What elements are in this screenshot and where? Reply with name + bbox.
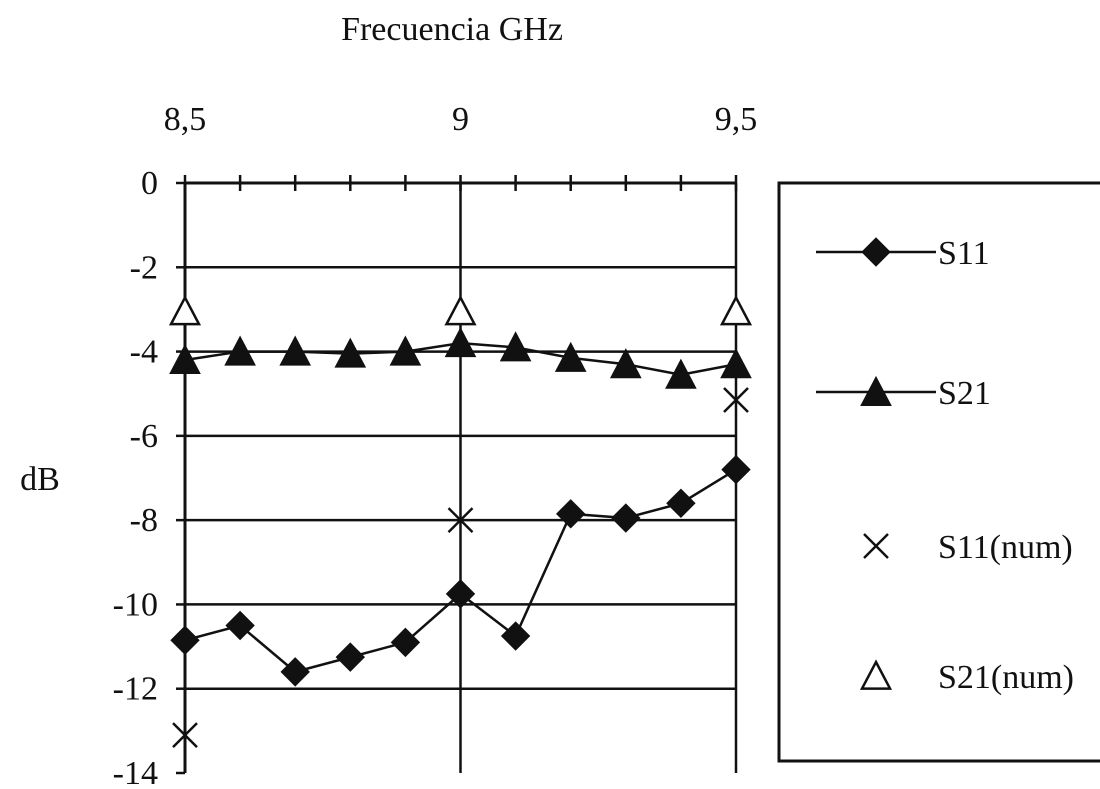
x-tick-label: 9,5 xyxy=(715,101,758,138)
legend-label: S21 xyxy=(938,375,991,412)
series-s21 xyxy=(169,327,752,389)
data-point xyxy=(279,335,312,366)
legend-label: S21(num) xyxy=(938,659,1074,696)
y-tick-label: -4 xyxy=(130,334,158,371)
y-tick-label: -8 xyxy=(130,502,158,539)
data-point xyxy=(719,294,753,326)
data-point xyxy=(334,337,367,368)
data-point xyxy=(666,488,696,518)
series-layer xyxy=(168,294,753,748)
y-tick-label: -10 xyxy=(113,586,158,623)
data-point xyxy=(723,387,749,413)
data-point xyxy=(168,294,202,326)
data-point xyxy=(444,327,477,358)
x-tick-label: 8,5 xyxy=(164,101,207,138)
data-point xyxy=(665,358,697,389)
legend-item: S21 xyxy=(816,375,991,412)
series-s11-num xyxy=(172,387,749,748)
series-s11 xyxy=(170,454,751,687)
data-point xyxy=(445,579,476,609)
y-tick-label: -2 xyxy=(130,249,158,286)
legend-item: S11(num) xyxy=(863,529,1073,566)
legend-label: S11(num) xyxy=(938,529,1073,566)
y-axis-title: dB xyxy=(20,461,60,498)
data-point xyxy=(554,341,587,372)
data-point xyxy=(720,348,752,379)
legend-item: S11 xyxy=(816,235,990,272)
data-point xyxy=(389,335,422,366)
data-point xyxy=(444,294,477,326)
data-point xyxy=(555,499,586,529)
y-tick-label: 0 xyxy=(141,165,158,202)
legend-marker xyxy=(860,375,892,406)
legend-marker xyxy=(859,659,893,690)
data-point xyxy=(447,507,474,534)
legend-item: S21(num) xyxy=(859,659,1074,696)
data-point xyxy=(172,722,198,748)
data-point xyxy=(611,503,641,533)
x-stroke xyxy=(447,507,474,534)
y-tick-label: -12 xyxy=(113,671,158,708)
data-point xyxy=(609,348,642,379)
data-point xyxy=(225,610,255,641)
y-tick-label: -6 xyxy=(130,418,158,455)
data-point xyxy=(169,343,201,374)
legend-box xyxy=(777,181,1100,763)
data-point xyxy=(224,335,256,366)
data-point xyxy=(499,331,532,362)
x-stroke xyxy=(723,387,749,413)
x-stroke xyxy=(863,533,889,559)
data-point xyxy=(170,625,200,655)
legend-marker xyxy=(861,237,891,267)
data-point xyxy=(280,657,310,687)
data-point xyxy=(500,621,531,651)
x-axis-title: Frecuencia GHz xyxy=(341,11,563,48)
ticks: 8,5 9 9,5 0 -2 -4 -6 -8 -10 -12 -14 xyxy=(113,101,758,789)
y-tick-label: -14 xyxy=(113,755,158,789)
grid-lines xyxy=(185,183,738,773)
data-point xyxy=(335,642,366,672)
data-point xyxy=(390,627,421,658)
x-tick-label: 9 xyxy=(452,101,469,138)
data-point xyxy=(721,454,751,485)
series-s21-num xyxy=(168,294,753,326)
x-stroke xyxy=(172,722,198,748)
legend: S11 S21 S11(num) S21(num) xyxy=(777,181,1100,763)
legend-marker xyxy=(863,533,889,559)
legend-label: S11 xyxy=(938,235,990,272)
